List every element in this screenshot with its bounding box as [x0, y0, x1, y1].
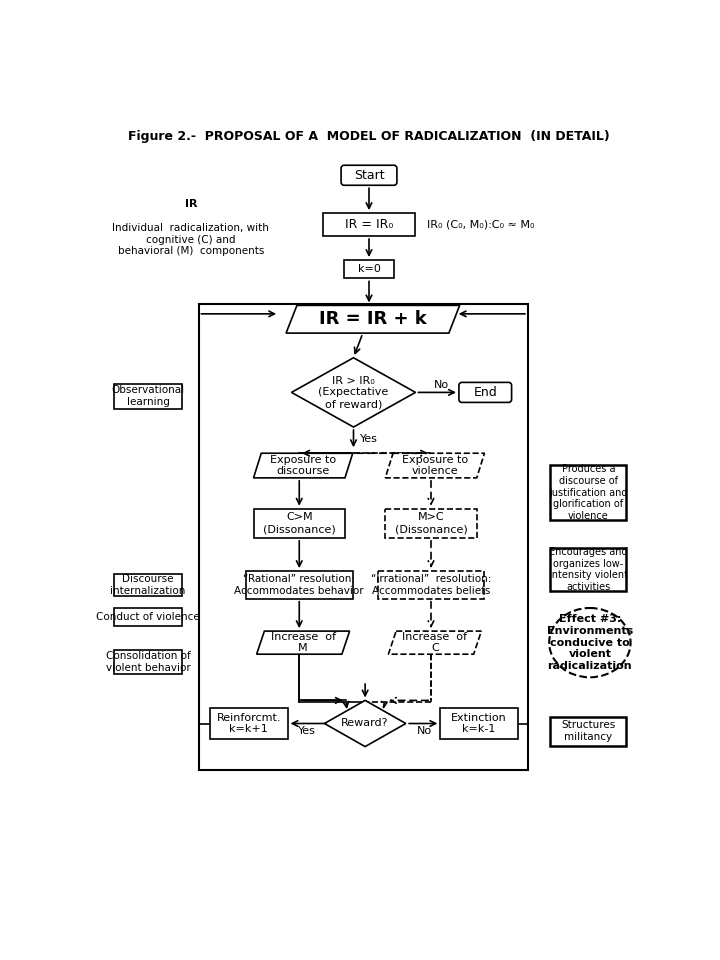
- Polygon shape: [256, 631, 350, 654]
- FancyBboxPatch shape: [341, 165, 397, 185]
- Bar: [114, 650, 182, 674]
- Text: Conduct of violence: Conduct of violence: [96, 612, 200, 622]
- Bar: [210, 708, 287, 739]
- Polygon shape: [253, 453, 353, 478]
- Bar: [199, 304, 528, 770]
- Text: No: No: [433, 380, 449, 390]
- Text: Yes: Yes: [360, 434, 377, 444]
- Text: Produces a
discourse of
justification and
glorification of
violence: Produces a discourse of justification an…: [549, 465, 628, 520]
- Text: Effect #3:
Environments
conducive to
violent
radicalization: Effect #3: Environments conducive to vio…: [546, 614, 633, 671]
- Text: IR > IR₀
(Expectative
of reward): IR > IR₀ (Expectative of reward): [318, 375, 389, 409]
- Bar: [246, 571, 353, 599]
- Text: End: End: [473, 386, 497, 399]
- Text: IR = IR₀: IR = IR₀: [345, 218, 393, 231]
- Text: Exposure to
discourse: Exposure to discourse: [270, 455, 336, 476]
- Text: No: No: [417, 726, 433, 736]
- FancyBboxPatch shape: [459, 382, 512, 402]
- Polygon shape: [388, 631, 482, 654]
- Text: Discourse
internalization: Discourse internalization: [110, 574, 186, 596]
- Text: Individual  radicalization, with
cognitive (C) and
behavioral (M)  components: Individual radicalization, with cognitiv…: [112, 223, 269, 256]
- Text: Yes: Yes: [298, 726, 316, 736]
- Text: Reinforcmt.
k=k+1: Reinforcmt. k=k+1: [217, 712, 281, 734]
- Text: Figure 2.-  PROPOSAL OF A  MODEL OF RADICALIZATION  (IN DETAIL): Figure 2.- PROPOSAL OF A MODEL OF RADICA…: [128, 131, 610, 143]
- Bar: [114, 574, 182, 595]
- Polygon shape: [292, 358, 415, 427]
- Text: Encourages and
organizes low-
intensity violent
activities: Encourages and organizes low- intensity …: [549, 547, 628, 592]
- Text: Increase  of
C: Increase of C: [402, 632, 467, 654]
- Polygon shape: [286, 305, 459, 333]
- Bar: [114, 384, 182, 409]
- Text: Consolidation of
violent behavior: Consolidation of violent behavior: [106, 651, 191, 673]
- Bar: [385, 509, 477, 538]
- Text: Structures
militancy: Structures militancy: [561, 720, 616, 742]
- Bar: [114, 608, 182, 627]
- Polygon shape: [385, 453, 485, 478]
- Bar: [323, 213, 415, 236]
- Text: Extinction
k=k-1: Extinction k=k-1: [451, 712, 507, 734]
- Text: k=0: k=0: [358, 264, 380, 275]
- Text: Observational
learning: Observational learning: [112, 386, 185, 407]
- Bar: [441, 708, 518, 739]
- Text: Exposure to
violence: Exposure to violence: [402, 455, 468, 476]
- Text: “Rational” resolution:
Accommodates behavior: “Rational” resolution: Accommodates beha…: [235, 574, 364, 596]
- Text: IR: IR: [184, 199, 197, 208]
- Text: IR = IR + k: IR = IR + k: [319, 310, 427, 328]
- Ellipse shape: [549, 608, 631, 678]
- Text: Reward?: Reward?: [341, 718, 389, 729]
- Text: IR₀ (C₀, M₀):C₀ ≈ M₀: IR₀ (C₀, M₀):C₀ ≈ M₀: [427, 220, 535, 229]
- Bar: [550, 716, 626, 746]
- Polygon shape: [325, 701, 406, 747]
- Bar: [550, 465, 626, 520]
- Bar: [377, 571, 485, 599]
- Text: M>C
(Dissonance): M>C (Dissonance): [395, 513, 467, 534]
- Text: “Irrational”  resolution:
Accommodates beliefs: “Irrational” resolution: Accommodates be…: [371, 574, 491, 596]
- Bar: [253, 509, 345, 538]
- Bar: [344, 260, 394, 278]
- Text: C>M
(Dissonance): C>M (Dissonance): [263, 513, 336, 534]
- Text: Increase  of
M: Increase of M: [271, 632, 336, 654]
- Text: Start: Start: [354, 169, 384, 181]
- Bar: [550, 548, 626, 591]
